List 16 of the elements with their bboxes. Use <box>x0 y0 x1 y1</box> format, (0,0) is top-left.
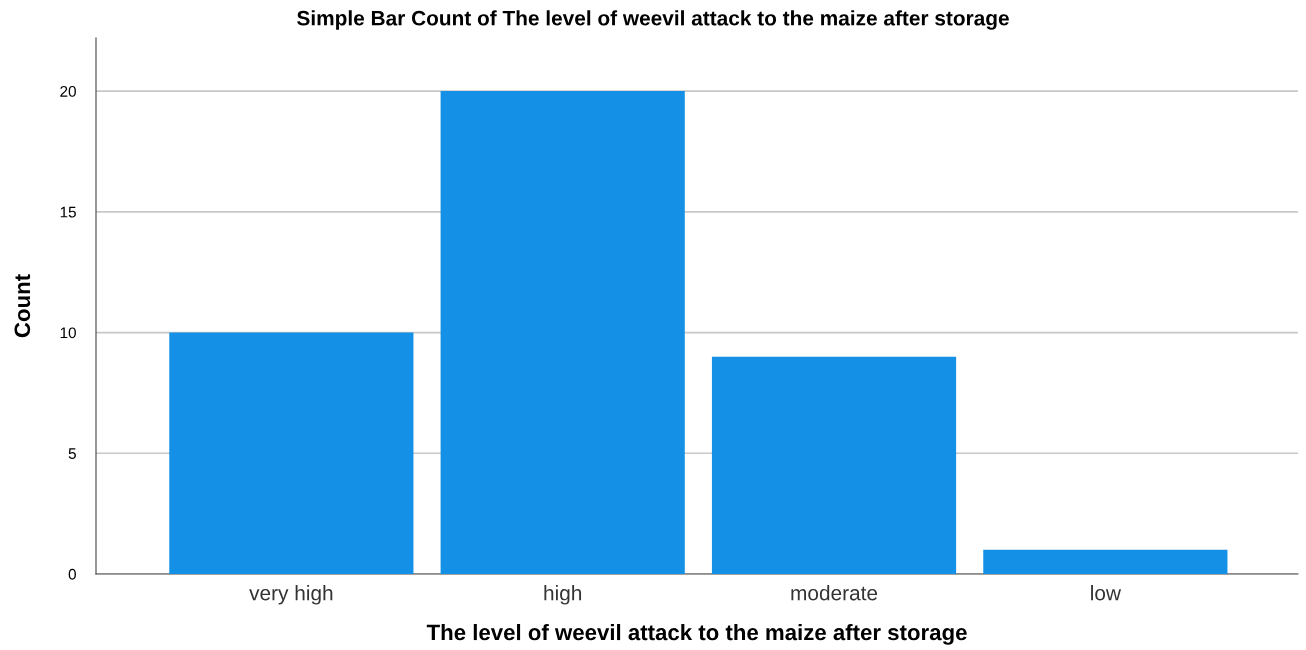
x-tick-label: high <box>544 585 582 605</box>
x-tick-label: low <box>1091 585 1122 601</box>
y-tick-label: 15 <box>60 206 76 218</box>
x-tick-label: very high <box>249 585 333 605</box>
bar <box>440 91 685 574</box>
y-tick-label: 5 <box>68 448 76 459</box>
y-tick-label: 10 <box>60 327 76 339</box>
y-axis-title: Count <box>14 274 31 338</box>
y-tick-label: 20 <box>60 85 76 97</box>
bar <box>983 549 1228 574</box>
x-axis-title: The level of weevil attack to the maize after storage <box>426 623 967 645</box>
y-tick-label: 0 <box>68 568 76 580</box>
bar <box>711 356 957 574</box>
chart-title: Simple Bar Count of The level of weevil attack to the maize after storage <box>297 10 1009 30</box>
x-tick-label: moderate <box>791 585 878 601</box>
bar <box>169 332 414 574</box>
